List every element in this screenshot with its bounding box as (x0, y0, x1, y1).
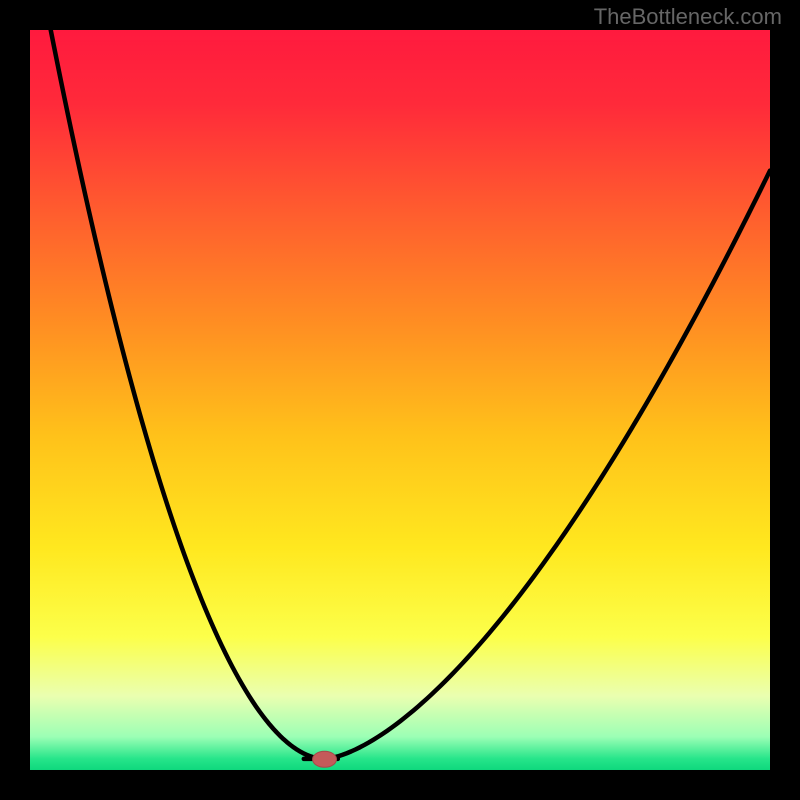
plot-frame (770, 0, 800, 800)
bottleneck-chart (0, 0, 800, 800)
plot-frame (0, 770, 800, 800)
watermark-text: TheBottleneck.com (594, 4, 782, 30)
plot-frame (0, 0, 30, 800)
plot-background (30, 30, 770, 770)
plot-frame (0, 0, 30, 30)
optimum-marker (313, 751, 337, 767)
